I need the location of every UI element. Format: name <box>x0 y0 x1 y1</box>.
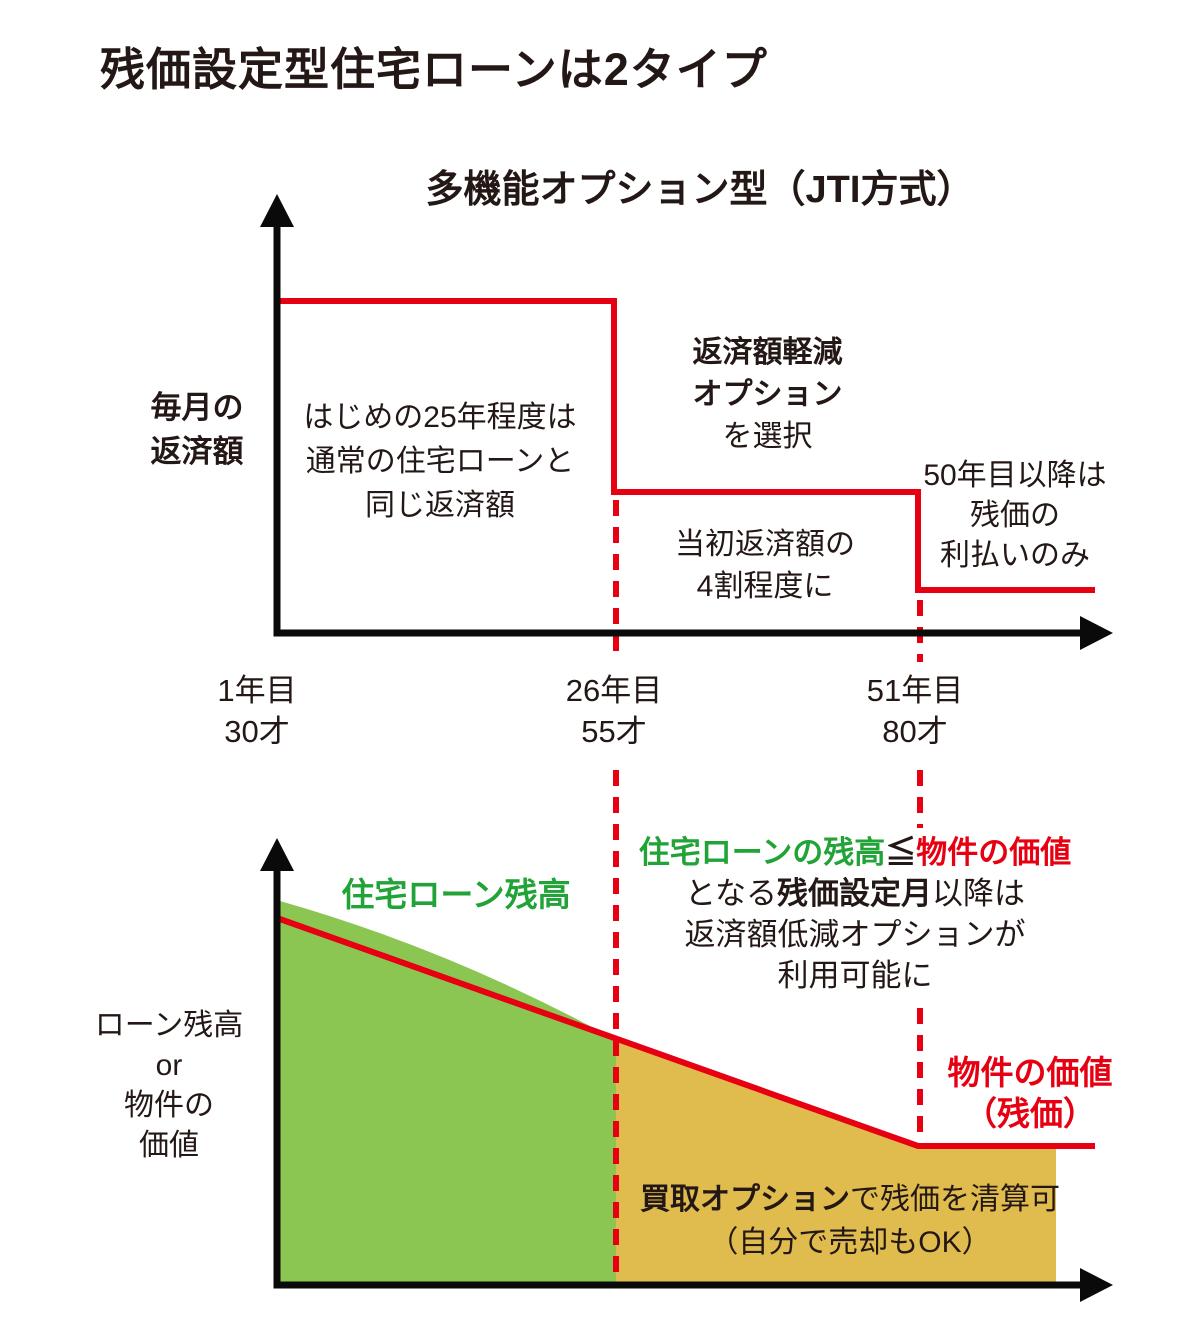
segment1-note-line1: はじめの25年程度は <box>303 401 577 434</box>
x-tick-year51-year: 51年目 <box>866 673 964 708</box>
loan-balance-area <box>280 901 616 1282</box>
buyout-note-line1-rest: で残価を清算可 <box>850 1183 1060 1216</box>
loan-balance-label: 住宅ローン残高 <box>341 876 571 913</box>
option-note-rest: を選択 <box>722 420 813 453</box>
buyout-note-line1-bold: 買取オプション <box>640 1183 850 1216</box>
segment3-note: 50年目以降は 残価の 利払いのみ <box>905 456 1125 576</box>
condition-green-part: 住宅ローンの残高 <box>638 835 886 870</box>
option-note: 返済額軽減 オプション を選択 <box>645 332 890 458</box>
buyout-note-line2: （自分で売却もOK） <box>708 1226 992 1259</box>
condition-note-line3: 返済額低減オプションが <box>684 917 1026 952</box>
segment1-note-line3: 同じ返済額 <box>365 489 515 522</box>
condition-line2-bold: 残価設定月 <box>777 876 933 911</box>
condition-operator: ≦ <box>885 835 917 870</box>
condition-line2-post: 以降は <box>932 876 1026 911</box>
condition-red-part: 物件の価値 <box>916 835 1072 870</box>
bottom-x-axis-arrow-icon <box>1080 1268 1113 1302</box>
condition-note-line1: 住宅ローンの残高≦物件の価値 <box>585 832 1125 873</box>
segment1-note: はじめの25年程度は 通常の住宅ローンと 同じ返済額 <box>290 396 590 528</box>
top-y-axis-label: 毎月の 返済額 <box>117 386 277 474</box>
segment3-note-line3: 利払いのみ <box>940 539 1090 572</box>
property-value-label-line2: （残価） <box>964 1095 1096 1132</box>
residual-value-area <box>616 1040 1056 1282</box>
repayment-step-line <box>280 298 1095 593</box>
page-title: 残価設定型住宅ローンは2タイプ <box>100 44 768 95</box>
chart-subtitle: 多機能オプション型（JTI方式） <box>425 169 975 211</box>
x-tick-year26: 26年目 55才 <box>534 670 694 752</box>
condition-note: 住宅ローンの残高≦物件の価値 となる残価設定月以降は 返済額低減オプションが 利… <box>585 832 1125 996</box>
property-value-label-line1: 物件の価値 <box>947 1054 1113 1091</box>
segment3-note-line1: 50年目以降は <box>923 459 1107 492</box>
segment3-note-line2: 残価の <box>970 499 1060 532</box>
segment1-note-line2: 通常の住宅ローンと <box>305 445 575 478</box>
top-x-axis-arrow-icon <box>1080 616 1113 650</box>
top-y-axis-arrow-icon <box>260 194 294 227</box>
buyout-note: 買取オプションで残価を清算可 （自分で売却もOK） <box>630 1178 1070 1264</box>
bottom-y-axis-label-line2: or <box>155 1049 183 1082</box>
property-value-line <box>275 915 1095 1149</box>
x-tick-year1: 1年目 30才 <box>177 670 337 752</box>
condition-note-line4: 利用可能に <box>777 958 933 993</box>
bottom-y-axis-label-line1: ローン残高 <box>94 1009 244 1042</box>
bottom-y-axis-label-line4: 価値 <box>139 1129 199 1162</box>
x-tick-year51-age: 80才 <box>882 714 948 749</box>
condition-note-line2: となる残価設定月以降は <box>585 873 1125 914</box>
property-value-label: 物件の価値 （残価） <box>930 1052 1130 1134</box>
segment2-note-line2: 4割程度に <box>696 570 834 603</box>
condition-line2-pre: となる <box>684 876 778 911</box>
bottom-y-axis-label-line3: 物件の <box>124 1089 214 1122</box>
x-tick-year51: 51年目 80才 <box>835 670 995 752</box>
x-tick-year1-age: 30才 <box>224 714 290 749</box>
segment2-note-line1: 当初返済額の <box>675 528 855 561</box>
top-y-axis-label-line1: 毎月の <box>150 390 244 425</box>
option-note-bold1: 返済額軽減 <box>692 336 843 369</box>
x-tick-year1-year: 1年目 <box>217 673 297 708</box>
option-note-bold2: オプション <box>692 378 843 411</box>
bottom-y-axis-arrow-icon <box>260 838 294 871</box>
segment2-note: 当初返済額の 4割程度に <box>640 524 890 608</box>
top-y-axis-label-line2: 返済額 <box>150 434 244 469</box>
x-tick-year26-age: 55才 <box>581 714 647 749</box>
bottom-y-axis-label: ローン残高 or 物件の 価値 <box>69 1006 269 1166</box>
x-tick-year26-year: 26年目 <box>565 673 663 708</box>
buyout-note-line1: 買取オプションで残価を清算可 <box>630 1178 1070 1221</box>
